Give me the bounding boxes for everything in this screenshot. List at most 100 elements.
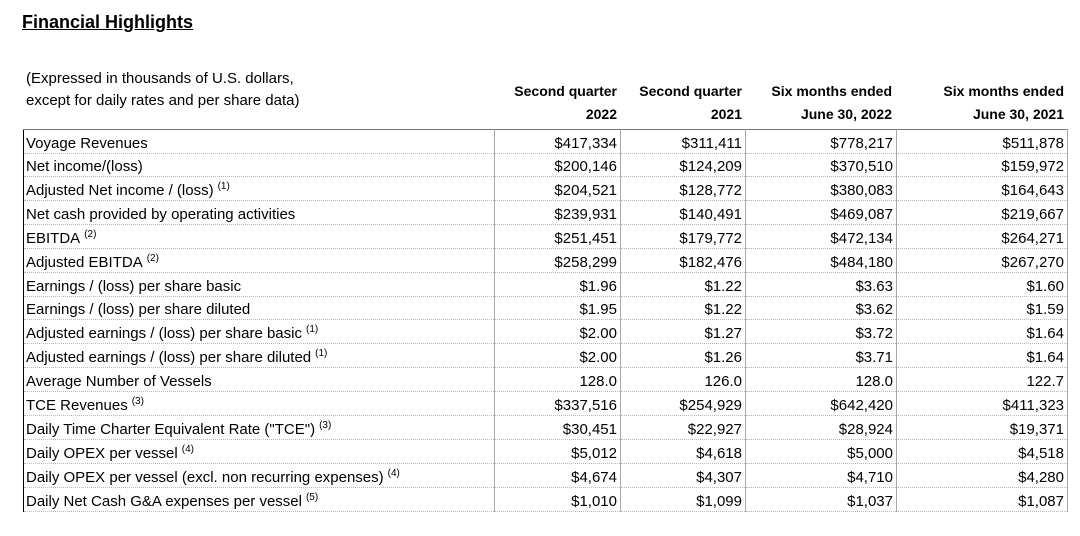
- row-label-cell: Daily OPEX per vessel (4): [23, 438, 495, 464]
- table-row: Earnings / (loss) per share diluted $1.95…: [23, 295, 1068, 321]
- units-note-line: except for daily rates and per share dat…: [26, 92, 300, 109]
- value-cell: $19,371: [896, 414, 1068, 440]
- value-cell: $1.95: [494, 295, 621, 321]
- value-cell: $472,134: [745, 223, 897, 249]
- row-label-cell: Adjusted earnings / (loss) per share bas…: [23, 319, 495, 345]
- value-cell: $22,927: [620, 414, 746, 440]
- value-cell: $264,271: [896, 223, 1068, 249]
- value-cell: $511,878: [896, 129, 1068, 154]
- value-cell: $2.00: [494, 319, 621, 345]
- column-header-line: June 30, 2022: [800, 106, 892, 122]
- value-cell: $3.72: [745, 319, 897, 345]
- value-cell: $4,674: [494, 462, 621, 488]
- value-cell: $30,451: [494, 414, 621, 440]
- column-header-line: Second quarter: [639, 83, 742, 99]
- row-label: Daily Time Charter Equivalent Rate ("TCE…: [26, 420, 316, 438]
- footnote-marker: (1): [217, 181, 230, 193]
- column-header-h1-2021: Six months ended June 30, 2021: [915, 80, 1064, 126]
- value-cell: $124,209: [620, 152, 746, 178]
- table-row: Voyage Revenues $417,334 $311,411 $778,217 $…: [23, 129, 1068, 154]
- footnote-marker: (3): [131, 395, 144, 407]
- value-cell: $311,411: [620, 129, 746, 154]
- table-row: EBITDA (2) $251,451 $179,772 $472,134 $264,27…: [23, 223, 1068, 249]
- value-cell: $5,000: [745, 438, 897, 464]
- table-row: Adjusted Net income / (loss) (1) $204,521 $…: [23, 176, 1068, 202]
- value-cell: $337,516: [494, 390, 621, 416]
- value-cell: 128.0: [745, 367, 897, 392]
- row-label: EBITDA: [26, 229, 81, 247]
- value-cell: $254,929: [620, 390, 746, 416]
- row-label: Adjusted earnings / (loss) per share dil…: [26, 349, 312, 367]
- table-row: TCE Revenues (3) $337,516 $254,929 $642,420 $…: [23, 390, 1068, 416]
- row-label-cell: Daily Net Cash G&A expenses per vessel (5…: [23, 486, 495, 512]
- row-label: Adjusted earnings / (loss) per share bas…: [26, 325, 302, 343]
- value-cell: $267,270: [896, 247, 1068, 273]
- column-header-line: Second quarter: [514, 83, 617, 99]
- column-header-line: Six months ended: [771, 83, 892, 99]
- value-cell: $159,972: [896, 152, 1068, 178]
- table-row: Adjusted EBITDA (2) $258,299 $182,476 $484,1…: [23, 247, 1068, 273]
- row-label: Adjusted Net income / (loss): [26, 182, 214, 200]
- row-label-cell: TCE Revenues (3): [23, 390, 495, 416]
- value-cell: $417,334: [494, 129, 621, 154]
- value-cell: $411,323: [896, 390, 1068, 416]
- value-cell: $4,280: [896, 462, 1068, 488]
- footnote-marker: (4): [181, 443, 194, 455]
- footnote-marker: (2): [146, 252, 159, 264]
- value-cell: $3.62: [745, 295, 897, 321]
- row-label: Net cash provided by operating activitie…: [26, 205, 296, 223]
- value-cell: $140,491: [620, 200, 746, 225]
- row-label-cell: Daily OPEX per vessel (excl. non recurri…: [23, 462, 495, 488]
- table-row: Net cash provided by operating activitie…: [23, 200, 1068, 225]
- value-cell: $4,710: [745, 462, 897, 488]
- value-cell: $1,037: [745, 486, 897, 512]
- row-label: Adjusted EBITDA: [26, 253, 143, 271]
- truncated-footnote-text: [24, 531, 1064, 536]
- value-cell: $219,667: [896, 200, 1068, 225]
- row-label-cell: Earnings / (loss) per share diluted: [23, 295, 495, 321]
- value-cell: $200,146: [494, 152, 621, 178]
- table-row: Earnings / (loss) per share basic $1.96 $1…: [23, 271, 1068, 297]
- row-label-cell: Voyage Revenues: [23, 129, 495, 154]
- table-row: Daily Net Cash G&A expenses per vessel (5…: [23, 486, 1068, 512]
- value-cell: $484,180: [745, 247, 897, 273]
- row-label: Earnings / (loss) per share diluted: [26, 301, 251, 319]
- value-cell: $778,217: [745, 129, 897, 154]
- page-title: Financial Highlights: [22, 12, 194, 32]
- footnote-marker: (3): [319, 419, 332, 431]
- table-row: Daily OPEX per vessel (4) $5,012 $4,618 $5,0…: [23, 438, 1068, 464]
- value-cell: $204,521: [494, 176, 621, 202]
- value-cell: $3.63: [745, 271, 897, 297]
- value-cell: $1.64: [896, 319, 1068, 345]
- value-cell: $5,012: [494, 438, 621, 464]
- value-cell: $1,087: [896, 486, 1068, 512]
- value-cell: $1.26: [620, 343, 746, 369]
- row-label: Voyage Revenues: [26, 134, 148, 152]
- value-cell: 122.7: [896, 367, 1068, 392]
- row-label: Earnings / (loss) per share basic: [26, 277, 242, 295]
- footnote-marker: (2): [84, 228, 97, 240]
- row-label-cell: Net income/(loss): [23, 152, 495, 178]
- table-row: Adjusted earnings / (loss) per share bas…: [23, 319, 1068, 345]
- row-label: Daily Net Cash G&A expenses per vessel: [26, 492, 302, 510]
- value-cell: $380,083: [745, 176, 897, 202]
- value-cell: $642,420: [745, 390, 897, 416]
- row-label: TCE Revenues: [26, 396, 128, 414]
- row-label-cell: Average Number of Vessels: [23, 367, 495, 392]
- footnote-marker: (1): [305, 324, 319, 336]
- value-cell: $251,451: [494, 223, 621, 249]
- financial-highlights-table: Voyage Revenues $417,334 $311,411 $778,217 $…: [23, 129, 1068, 512]
- value-cell: $1.60: [896, 271, 1068, 297]
- table-row: Adjusted earnings / (loss) per share dil…: [23, 343, 1068, 369]
- value-cell: $370,510: [745, 152, 897, 178]
- column-header-q2-2021: Second quarter 2021: [625, 80, 742, 126]
- value-cell: $2.00: [494, 343, 621, 369]
- value-cell: $4,618: [620, 438, 746, 464]
- value-cell: $182,476: [620, 247, 746, 273]
- value-cell: $258,299: [494, 247, 621, 273]
- value-cell: $1.27: [620, 319, 746, 345]
- table-row: Daily OPEX per vessel (excl. non recurri…: [23, 462, 1068, 488]
- value-cell: $1.22: [620, 271, 746, 297]
- value-cell: $1.64: [896, 343, 1068, 369]
- value-cell: $128,772: [620, 176, 746, 202]
